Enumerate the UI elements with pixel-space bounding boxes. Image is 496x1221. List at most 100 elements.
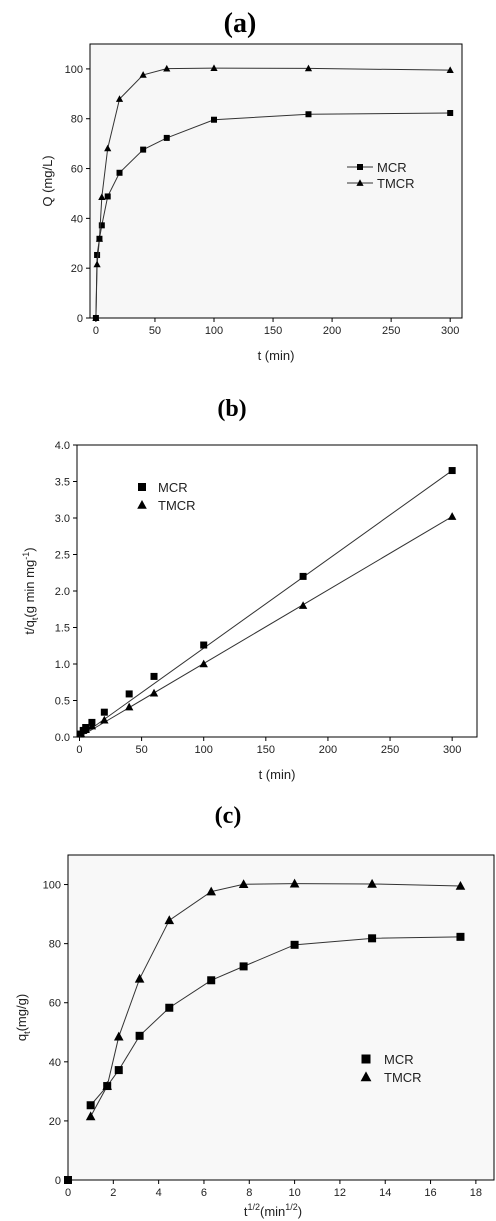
point-tmcr bbox=[102, 1081, 113, 1090]
y-tick-label: 100 bbox=[65, 64, 83, 76]
point-mcr bbox=[116, 169, 123, 176]
point-tmcr bbox=[164, 915, 175, 925]
x-tick-label: 10 bbox=[288, 1187, 300, 1199]
point-tmcr bbox=[85, 1111, 96, 1121]
x-tick-label: 300 bbox=[443, 744, 461, 756]
chart-a: 0 50 100 150 200 250 300 0 20 40 60 80 100 t (min) Q (… bbox=[40, 43, 463, 363]
point-mcr bbox=[114, 1066, 123, 1075]
point-mcr bbox=[200, 641, 208, 649]
point-mcr bbox=[456, 932, 465, 941]
panel-a-label: (a) bbox=[223, 8, 257, 39]
point-mcr bbox=[100, 708, 108, 716]
x-tick-label: 12 bbox=[334, 1187, 346, 1199]
point-tmcr bbox=[149, 688, 159, 697]
x-tick-label: 0 bbox=[93, 325, 99, 337]
point-mcr bbox=[211, 116, 217, 123]
point-tmcr bbox=[124, 702, 134, 711]
x-tick-label: 6 bbox=[201, 1187, 207, 1199]
legend-label-mcr: MCR bbox=[384, 1052, 414, 1067]
x-tick-label: 200 bbox=[319, 744, 337, 756]
point-tmcr bbox=[238, 879, 249, 889]
point-tmcr bbox=[139, 71, 147, 78]
point-tmcr bbox=[163, 64, 171, 72]
fit-line-tmcr bbox=[79, 516, 453, 738]
legend-marker-tmcr bbox=[360, 1071, 372, 1082]
point-mcr bbox=[447, 109, 454, 116]
plot-area bbox=[68, 855, 494, 1180]
x-tick-label: 16 bbox=[424, 1187, 436, 1199]
point-tmcr bbox=[113, 1031, 124, 1041]
x-tick-label: 250 bbox=[381, 744, 399, 756]
plot-frame bbox=[89, 43, 463, 319]
y-tick-label: 2.5 bbox=[55, 550, 70, 562]
panel-c-label: (c) bbox=[214, 803, 242, 829]
point-mcr bbox=[150, 672, 158, 680]
point-tmcr bbox=[81, 725, 90, 734]
point-mcr bbox=[98, 222, 105, 229]
y-tick-label: 3.5 bbox=[55, 477, 70, 489]
y-tick-label: 0 bbox=[77, 313, 83, 325]
point-tmcr bbox=[206, 886, 217, 896]
point-tmcr bbox=[98, 193, 106, 201]
x-tick-label: 0 bbox=[76, 744, 82, 756]
point-mcr bbox=[135, 1031, 144, 1040]
y-axis-label: qt(mg/g) bbox=[14, 994, 32, 1041]
plot-area bbox=[90, 44, 462, 318]
legend-label-tmcr: TMCR bbox=[384, 1070, 422, 1085]
y-tick-label: 0.5 bbox=[55, 696, 70, 708]
series-line-mcr bbox=[90, 936, 461, 1106]
point-tmcr bbox=[367, 878, 377, 888]
point-mcr bbox=[140, 146, 147, 153]
x-tick-label: 100 bbox=[205, 325, 223, 337]
y-tick-label: 60 bbox=[49, 998, 61, 1010]
point-tmcr bbox=[92, 314, 100, 321]
x-tick-label: 200 bbox=[323, 325, 341, 337]
point-mcr bbox=[125, 690, 133, 698]
panel-b-label: (b) bbox=[217, 396, 247, 422]
y-tick-label: 60 bbox=[71, 164, 83, 176]
legend-label-mcr: MCR bbox=[158, 480, 188, 495]
point-mcr bbox=[165, 1003, 174, 1012]
y-tick-label: 20 bbox=[71, 263, 83, 275]
legend-marker-mcr bbox=[138, 483, 146, 491]
legend-label-tmcr: TMCR bbox=[377, 176, 415, 191]
point-mcr bbox=[104, 193, 111, 200]
legend-marker-tmcr bbox=[356, 179, 364, 186]
point-tmcr bbox=[134, 973, 145, 983]
point-mcr bbox=[290, 940, 299, 949]
point-mcr bbox=[94, 251, 101, 258]
point-mcr bbox=[207, 976, 216, 985]
point-tmcr bbox=[199, 659, 208, 668]
y-axis-label: t/qt(g min mg-1) bbox=[21, 547, 40, 634]
plot-frame bbox=[67, 854, 495, 1181]
fit-line-mcr bbox=[79, 470, 453, 738]
point-tmcr bbox=[100, 715, 109, 724]
y-tick-label: 4.0 bbox=[55, 440, 70, 452]
x-axis-label: t (min) bbox=[258, 348, 295, 363]
x-tick-label: 18 bbox=[470, 1187, 482, 1199]
point-mcr bbox=[448, 467, 456, 475]
point-tmcr bbox=[447, 512, 457, 520]
x-tick-label: 50 bbox=[149, 325, 161, 337]
legend-marker-tmcr bbox=[137, 499, 147, 509]
x-tick-label: 14 bbox=[379, 1187, 391, 1199]
point-mcr bbox=[368, 934, 377, 943]
point-mcr bbox=[163, 134, 170, 141]
point-tmcr bbox=[87, 721, 97, 730]
x-tick-label: 0 bbox=[65, 1187, 71, 1199]
x-tick-label: 2 bbox=[110, 1187, 116, 1199]
y-tick-label: 0.0 bbox=[55, 732, 70, 744]
point-tmcr bbox=[446, 66, 454, 73]
legend-label-tmcr: TMCR bbox=[158, 498, 196, 513]
y-tick-label: 100 bbox=[43, 880, 61, 892]
point-mcr bbox=[86, 1101, 95, 1110]
y-tick-label: 40 bbox=[49, 1057, 61, 1069]
y-tick-label: 40 bbox=[71, 213, 83, 225]
point-tmcr bbox=[93, 260, 101, 268]
point-tmcr bbox=[95, 235, 104, 242]
x-tick-label: 150 bbox=[257, 744, 275, 756]
x-tick-label: 50 bbox=[135, 744, 147, 756]
x-tick-label: 100 bbox=[195, 744, 213, 756]
point-mcr bbox=[305, 111, 312, 118]
